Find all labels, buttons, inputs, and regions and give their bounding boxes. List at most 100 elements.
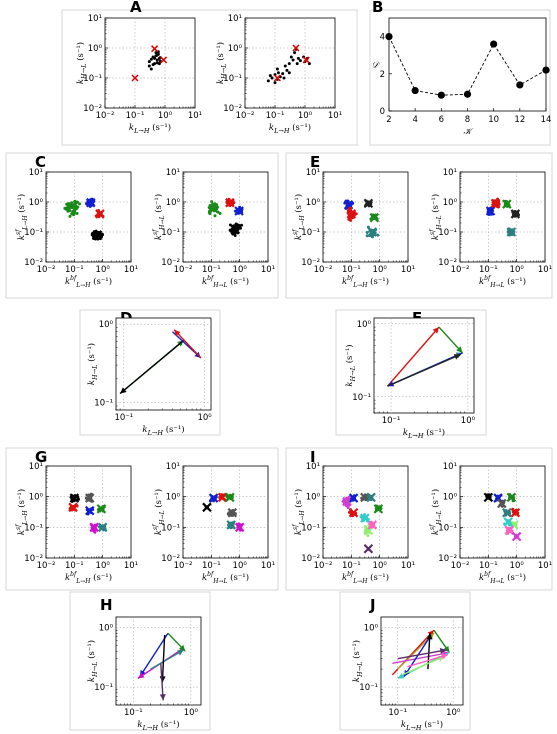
panel-i-right-xlabel: kbfH→L (s⁻¹) [479, 571, 526, 585]
panel-d: 10⁻¹10⁻¹ 10⁰ 10⁰ kL→H (s⁻¹) kH→L (s⁻¹) [86, 317, 212, 437]
panel-i-left-point [366, 534, 370, 538]
panel-g-right: 10⁻² 10⁻¹ 10⁰ 10¹ 10⁻² 10⁻¹ 10⁰ 10¹ kbfH→L (s⁻¹)… [152, 462, 275, 585]
panel-label-g: G [35, 448, 47, 466]
panel-a-left-ytick-label: 10⁻² [83, 104, 102, 114]
panel-label-e: E [310, 153, 320, 171]
panel-e-left-centroid [346, 209, 357, 219]
panel-e-right: 10⁻² 10⁻¹ 10⁰ 10¹ 10⁻² 10⁻¹ 10⁰ 10¹ kbfH→L (s⁻¹)… [429, 168, 552, 289]
panel-i-left-centroid [367, 520, 378, 530]
panel-b-point [542, 66, 550, 74]
panel-b-box [369, 9, 551, 146]
panel-e-left: 10⁻² 10⁻¹ 10⁰ 10¹ 10⁻² 10⁻¹ 10⁰ 10¹ kbfL→H (s⁻¹)… [292, 168, 415, 289]
panel-a-left-xtick-label: 10¹ [188, 111, 202, 121]
panel-d-ylabel: kH→L (s⁻¹) [86, 343, 99, 385]
panel-a-left-ytick-label: 10¹ [88, 14, 102, 24]
panel-e-right-centroid [506, 227, 517, 237]
panel-c-left-xlabel: kbfL→H (s⁻¹) [65, 275, 112, 289]
panel-c-left-centroid [92, 230, 103, 240]
panel-j-arrow-head [443, 645, 450, 653]
panel-f-arrow-head [432, 327, 439, 334]
panel-b-xtick-label: 2 [386, 115, 391, 125]
panel-i-left-xtick-label: 10⁻¹ [342, 561, 361, 571]
panel-g-left-ytick-label: 10¹ [29, 462, 43, 472]
panel-e-right-xlabel: kbfH→L (s⁻¹) [479, 275, 526, 289]
panel-g-left-centroid [97, 522, 108, 533]
panel-e-left-xtick-label: 10⁻² [314, 265, 333, 275]
panel-c-right-xtick-label: 10⁻² [174, 265, 193, 275]
panel-c-left-ytick-label: 10¹ [29, 168, 43, 178]
panel-e-left-ytick-label: 10⁰ [306, 198, 321, 208]
panel-a-right-point [296, 56, 300, 60]
panel-j-ytick-label: 10⁰ [364, 623, 379, 633]
panel-i-right-ytick-label: 10⁻² [438, 554, 457, 564]
panel-j-box [339, 591, 471, 731]
panel-b-xtick-label: 8 [465, 115, 470, 125]
panel-d-arrow-shaft [173, 329, 202, 359]
panel-c-right-frame [182, 171, 269, 263]
panel-c-left-point [73, 211, 77, 215]
panel-a-right-point [276, 71, 280, 75]
panel-g-left-xtick-label: 10¹ [124, 561, 138, 571]
panel-i-right-centroid [504, 525, 515, 536]
panel-f-arrow-head [456, 346, 463, 353]
panel-g-right-xtick-label: 10⁰ [233, 561, 248, 571]
panel-i-left-xtick-label: 10⁰ [373, 561, 388, 571]
panel-c-left-frame [45, 171, 132, 263]
panel-h-xtick-label: 10⁻¹ [124, 708, 143, 718]
panel-a-right-point [298, 59, 302, 63]
panel-g-left-xlabel: kbfL→H (s⁻¹) [65, 571, 112, 585]
panel-a-left: 10⁻² 10⁻¹ 10⁰ 10¹ 10⁻² 10⁻¹ 10⁰ 10¹ kL→H (s⁻¹) kH… [75, 14, 202, 135]
panel-h-arrow-shaft [160, 663, 164, 701]
panel-e-left-centroid [369, 212, 380, 223]
panel-a-left-marker-x [151, 45, 159, 53]
panel-g-right-xlabel: kbfH→L (s⁻¹) [202, 571, 249, 585]
panel-a-left-point [155, 53, 159, 57]
panel-c-right-centroid [234, 206, 244, 216]
panel-c-left-centroid [95, 209, 105, 219]
panel-a-left-ytick-label: 10⁻¹ [83, 74, 102, 84]
panel-e-right-ytick-label: 10⁰ [443, 198, 458, 208]
panel-g-left-ytick-label: 10⁻¹ [24, 523, 43, 533]
panel-c-right-ytick-label: 10⁻¹ [161, 228, 180, 238]
panel-label-j: J [369, 596, 376, 614]
panel-a-right-point [268, 74, 272, 78]
panel-e-right-ytick-label: 10¹ [443, 168, 457, 178]
panel-d-arrow-head [174, 329, 181, 337]
panel-a-left-marker-x [160, 56, 168, 64]
panel-h-box [69, 591, 211, 731]
panel-i-right-ytick-label: 10⁰ [443, 493, 458, 503]
panel-g-left-xtick-label: 10⁻² [37, 561, 56, 571]
panel-c-right-ylabel: ksfH→L (s⁻¹) [152, 194, 166, 240]
panel-e-right-frame [459, 171, 546, 263]
panel-h-frame [115, 616, 202, 706]
panel-i-left-point [347, 510, 351, 514]
panel-a-right-ytick-label: 10⁻² [223, 104, 242, 114]
panel-c-left-centroid [85, 197, 96, 208]
panel-g-left-point [92, 529, 96, 533]
panel-j-arrow-shaft [392, 651, 450, 665]
panel-h-arrow-head [137, 672, 145, 679]
panel-b-ytick-label: 2 [380, 70, 385, 80]
panel-f-ylabel: kH→L (s⁻¹) [344, 344, 357, 386]
panel-j-arrow-shaft [407, 653, 449, 668]
panel-a-right-xlabel: kL→H (s⁻¹) [269, 122, 311, 135]
panel-j-arrow-shaft [401, 655, 445, 676]
panel-d-arrow-shaft [119, 339, 185, 395]
panel-i-right-centroid [497, 498, 507, 509]
panel-i-left-ylabel: ksfL→H (s⁻¹) [292, 489, 306, 535]
panel-d-arrow-head [120, 387, 127, 394]
panel-c-left-ytick-label: 10⁻² [24, 258, 43, 268]
panel-g-right-ytick-label: 10⁻¹ [161, 523, 180, 533]
panel-i-right-centroid [511, 531, 522, 542]
panel-i-left-ytick-label: 10⁻¹ [301, 523, 320, 533]
panel-j-ytick-label: 10⁻¹ [359, 683, 378, 693]
panel-c-left-ylabel: ksfL→H (s⁻¹) [15, 194, 29, 240]
panel-e-left-xlabel: kbfL→H (s⁻¹) [342, 275, 389, 289]
panel-j-arrow-head [439, 648, 447, 654]
panel-f-arrow-head [453, 354, 461, 360]
panel-j-arrow-head [441, 653, 448, 660]
panel-f-frame [373, 317, 475, 414]
panel-c-right-xtick-label: 10⁰ [233, 265, 248, 275]
panel-g-left-centroid [69, 493, 80, 503]
